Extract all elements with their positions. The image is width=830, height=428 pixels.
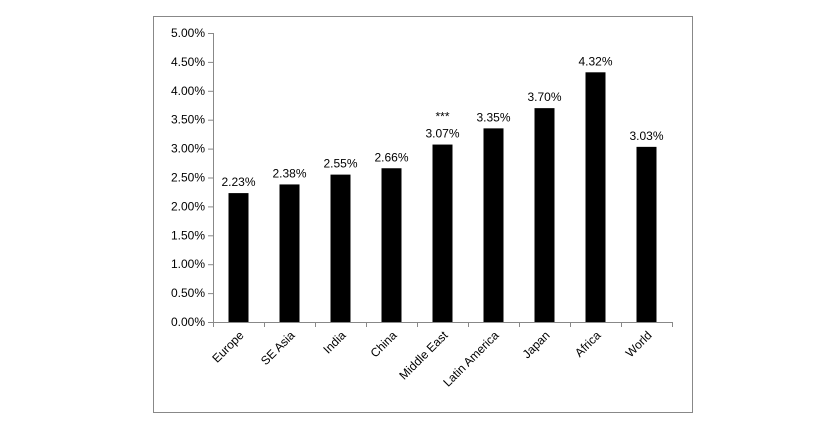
data-label: 2.23% — [221, 175, 255, 189]
y-tick-label: 3.00% — [171, 142, 205, 156]
y-tick-label: 3.50% — [171, 113, 205, 127]
bar — [585, 72, 606, 322]
bar — [330, 174, 351, 322]
bar — [279, 184, 300, 322]
bar — [381, 168, 402, 322]
data-label: 3.07% — [425, 127, 459, 141]
data-label: 4.32% — [578, 54, 612, 68]
bar — [432, 144, 453, 322]
bar — [228, 193, 249, 322]
data-label: 3.35% — [476, 110, 510, 124]
data-label: 2.55% — [323, 157, 357, 171]
data-label: 2.38% — [272, 166, 306, 180]
data-label: 2.66% — [374, 150, 408, 164]
y-tick-label: 5.00% — [171, 26, 205, 40]
y-tick-label: 1.00% — [171, 257, 205, 271]
bar — [483, 128, 504, 322]
y-tick-label: 0.50% — [171, 286, 205, 300]
bar — [534, 108, 555, 322]
data-label: 3.70% — [527, 90, 561, 104]
y-tick-label: 4.00% — [171, 84, 205, 98]
data-label: 3.03% — [629, 129, 663, 143]
y-tick-label: 2.00% — [171, 199, 205, 213]
y-tick-label: 0.00% — [171, 315, 205, 329]
y-tick-label: 4.50% — [171, 55, 205, 69]
y-tick-label: 1.50% — [171, 228, 205, 242]
annotation: *** — [435, 110, 449, 124]
bar — [636, 146, 657, 322]
y-tick-label: 2.50% — [171, 171, 205, 185]
